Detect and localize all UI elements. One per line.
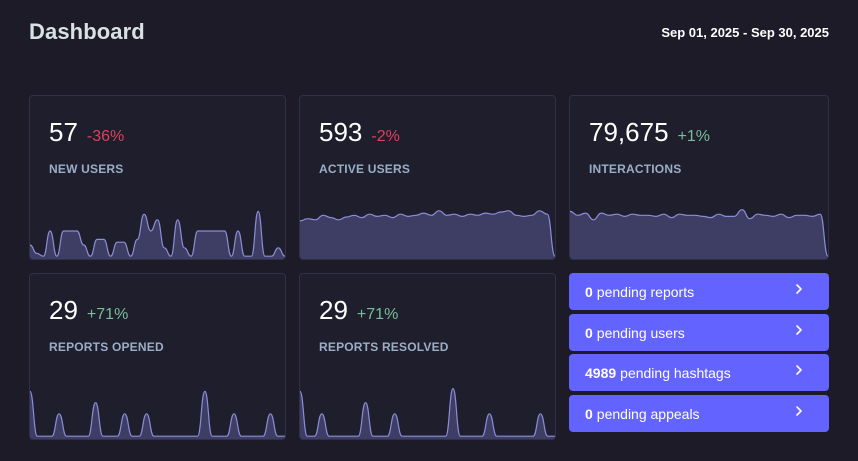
sparkline-area — [570, 209, 828, 259]
metric-delta: +71% — [356, 306, 399, 323]
pending-users-button[interactable]: 0 pending users — [569, 314, 829, 351]
pending-appeals-button[interactable]: 0 pending appeals — [569, 395, 829, 432]
metric-value: 79,675 — [589, 117, 669, 147]
sparkline — [30, 210, 285, 259]
sparkline — [570, 209, 828, 259]
metric-card-interactions: 79,675 +1% INTERACTIONS — [569, 95, 829, 260]
pending-label: pending appeals — [596, 405, 700, 422]
metric-card-reports-resolved: 29 +71% REPORTS RESOLVED — [299, 273, 556, 440]
metric-card-reports-opened: 29 +71% REPORTS OPENED — [29, 273, 286, 440]
pending-label: pending hashtags — [620, 364, 731, 381]
date-range[interactable]: Sep 01, 2025 - Sep 30, 2025 — [661, 25, 829, 40]
pending-count: 0 — [585, 405, 593, 422]
sparkline — [300, 210, 555, 259]
metric-card-active-users: 593 -2% ACTIVE USERS — [299, 95, 556, 260]
pending-count: 0 — [585, 283, 593, 300]
sparkline — [30, 390, 285, 439]
page-title: Dashboard — [29, 19, 145, 44]
sparkline-line — [300, 210, 555, 257]
sparkline-area — [300, 388, 555, 439]
pending-hashtags-button[interactable]: 4989 pending hashtags — [569, 354, 829, 391]
sparkline — [300, 387, 555, 439]
sparkline-line — [570, 209, 828, 257]
pending-label: pending users — [596, 324, 685, 341]
sparkline-line — [30, 390, 285, 437]
pending-count: 4989 — [585, 364, 617, 381]
chevron-right-icon — [796, 406, 802, 416]
metric-label: ACTIVE USERS — [319, 162, 411, 176]
metric-delta: +1% — [677, 128, 710, 145]
metric-label: REPORTS OPENED — [49, 340, 164, 354]
metric-label: REPORTS RESOLVED — [319, 340, 449, 354]
chevron-right-icon — [796, 284, 802, 294]
pending-reports-button[interactable]: 0 pending reports — [569, 273, 829, 310]
sparkline-line — [300, 387, 555, 437]
sparkline-area — [300, 210, 555, 259]
chevron-right-icon — [796, 365, 802, 375]
metric-card-new-users: 57 -36% NEW USERS — [29, 95, 286, 260]
metric-value: 29 — [319, 295, 348, 325]
pending-label: pending reports — [596, 283, 695, 300]
metric-delta: -36% — [86, 128, 125, 145]
sparkline-area — [30, 391, 285, 439]
pending-count: 0 — [585, 324, 593, 341]
metric-label: INTERACTIONS — [589, 162, 682, 176]
metric-delta: -2% — [371, 128, 400, 145]
metric-value: 29 — [49, 295, 78, 325]
chevron-right-icon — [796, 325, 802, 335]
metric-delta: +71% — [86, 306, 129, 323]
metric-value: 57 — [49, 117, 78, 147]
metric-label: NEW USERS — [49, 162, 124, 176]
sparkline-area — [30, 211, 285, 259]
metric-value: 593 — [319, 117, 363, 147]
sparkline-line — [30, 210, 285, 257]
